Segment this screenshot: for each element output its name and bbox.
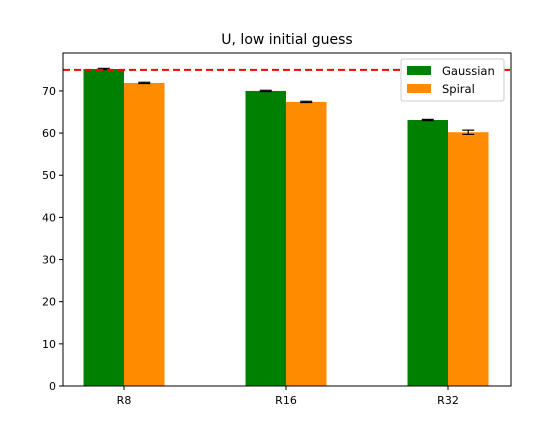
y-tick-label-50: 50 xyxy=(42,169,56,182)
plot-frame xyxy=(62,52,512,387)
y-tick-label-60: 60 xyxy=(42,127,56,140)
bar-spiral-r32 xyxy=(448,132,489,386)
chart-title: U, low initial guess xyxy=(221,32,352,48)
legend-label-gaussian: Gaussian xyxy=(442,64,495,78)
legend-swatch-spiral xyxy=(407,84,431,93)
error-bar-spiral-r32 xyxy=(462,129,475,135)
ticks-layer: 0 10 20 30 40 50 60 70 R8 R16 R32 xyxy=(42,85,459,407)
error-bar-spiral-r8 xyxy=(138,81,151,85)
axes-layer xyxy=(62,52,512,387)
bars-layer xyxy=(83,69,489,387)
bar-spiral-r8 xyxy=(124,82,165,386)
error-bars-layer xyxy=(97,67,475,135)
error-bar-gaussian-r16 xyxy=(259,89,272,93)
x-tick-label-r32: R32 xyxy=(437,394,459,407)
error-bar-spiral-r16 xyxy=(300,100,313,104)
legend-swatch-gaussian xyxy=(407,66,431,75)
x-tick-label-r16: R16 xyxy=(275,394,297,407)
y-tick-label-0: 0 xyxy=(49,380,56,393)
y-tick-label-30: 30 xyxy=(42,254,56,267)
y-tick-label-40: 40 xyxy=(42,211,56,224)
x-tick-label-r8: R8 xyxy=(117,394,132,407)
legend-label-spiral: Spiral xyxy=(442,82,475,96)
y-tick-label-70: 70 xyxy=(42,85,56,98)
y-tick-label-20: 20 xyxy=(42,296,56,309)
bar-gaussian-r8 xyxy=(83,69,124,386)
bar-spiral-r16 xyxy=(286,101,327,386)
bar-gaussian-r32 xyxy=(407,120,448,387)
bar-gaussian-r16 xyxy=(245,90,286,386)
legend: Gaussian Spiral xyxy=(400,58,505,102)
y-tick-label-10: 10 xyxy=(42,338,56,351)
error-bar-gaussian-r32 xyxy=(421,118,434,122)
